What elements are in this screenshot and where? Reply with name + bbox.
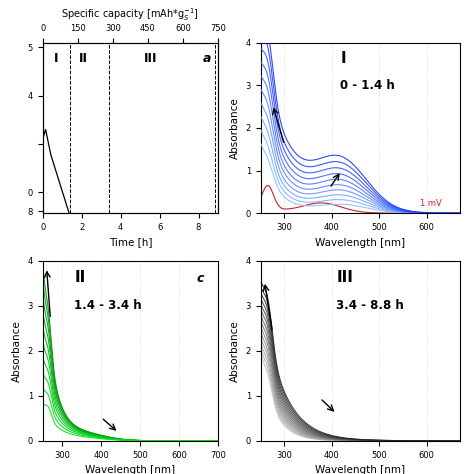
Text: a: a (202, 52, 211, 65)
Y-axis label: Absorbance: Absorbance (12, 320, 22, 382)
X-axis label: Specific capacity [mAh*g$_S^{-1}$]: Specific capacity [mAh*g$_S^{-1}$] (61, 7, 200, 23)
X-axis label: Wavelength [nm]: Wavelength [nm] (85, 465, 175, 474)
X-axis label: Wavelength [nm]: Wavelength [nm] (315, 465, 405, 474)
X-axis label: Time [h]: Time [h] (109, 237, 152, 247)
Text: III: III (337, 270, 353, 285)
Y-axis label: Absorbance: Absorbance (230, 97, 240, 159)
Text: 1 mV: 1 mV (420, 200, 442, 209)
Text: c: c (197, 273, 204, 285)
Text: I: I (54, 52, 58, 65)
Text: 3.4 - 8.8 h: 3.4 - 8.8 h (337, 300, 404, 312)
Text: II: II (74, 270, 85, 285)
Text: I: I (340, 51, 346, 66)
X-axis label: Wavelength [nm]: Wavelength [nm] (315, 237, 405, 247)
Text: 1.4 - 3.4 h: 1.4 - 3.4 h (74, 300, 142, 312)
Text: III: III (144, 52, 157, 65)
Text: 0 - 1.4 h: 0 - 1.4 h (340, 79, 395, 92)
Y-axis label: Absorbance: Absorbance (230, 320, 240, 382)
Text: II: II (79, 52, 88, 65)
